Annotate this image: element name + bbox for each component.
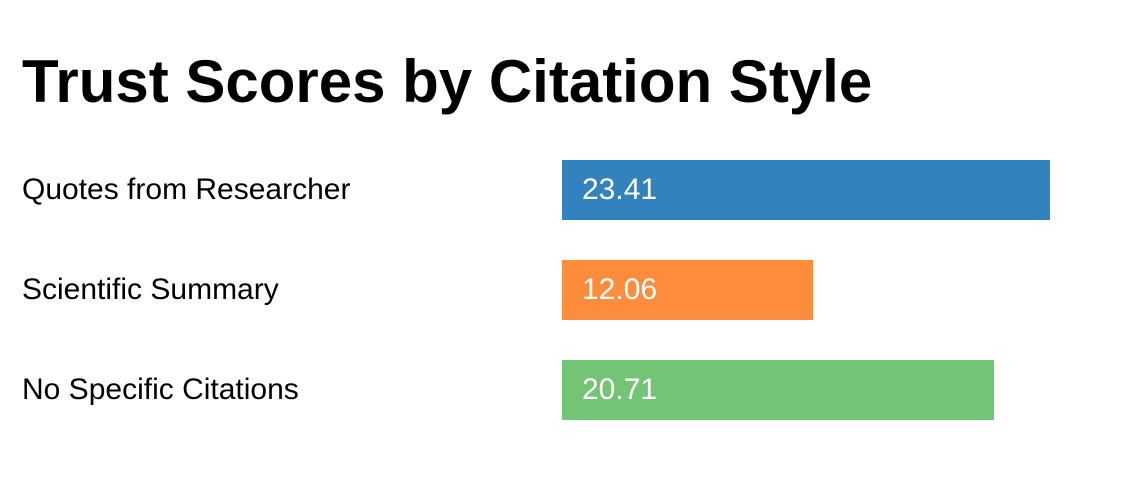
bar: 20.71 (562, 360, 994, 420)
category-label: Quotes from Researcher (22, 173, 351, 206)
bar-row: Quotes from Researcher 23.41 (0, 160, 1128, 220)
bar-row: Scientific Summary 12.06 (0, 260, 1128, 320)
bar-row: No Specific Citations 20.71 (0, 360, 1128, 420)
category-label: Scientific Summary (22, 273, 279, 306)
category-label: No Specific Citations (22, 373, 299, 406)
bar: 12.06 (562, 260, 813, 320)
bar-value-label: 20.71 (582, 373, 658, 406)
chart-title: Trust Scores by Citation Style (22, 48, 873, 115)
bar-value-label: 23.41 (582, 173, 658, 206)
bar-value-label: 12.06 (582, 273, 658, 306)
bar: 23.41 (562, 160, 1050, 220)
